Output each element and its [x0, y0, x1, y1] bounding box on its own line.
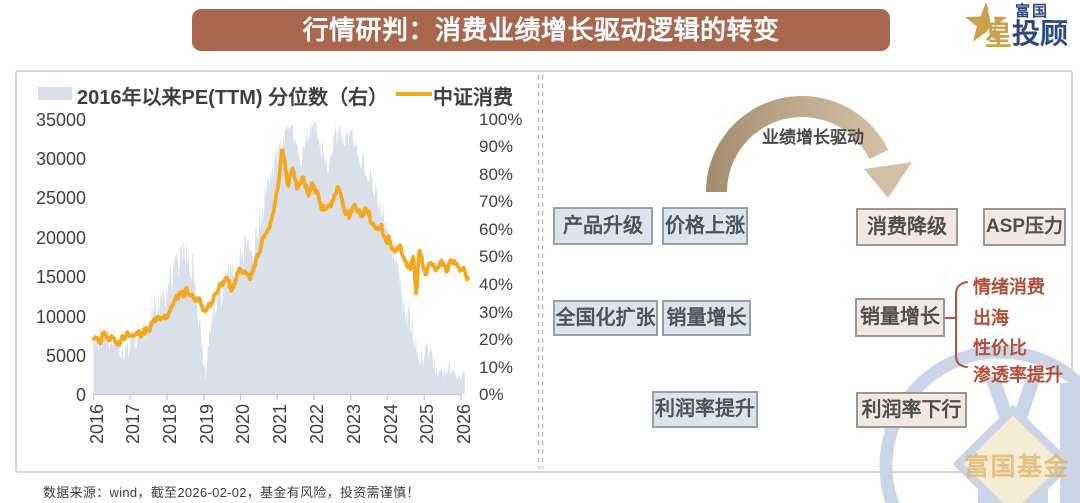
svg-text:投顾: 投顾	[1012, 18, 1068, 49]
svg-text:富国: 富国	[1015, 2, 1049, 20]
svg-text:星: 星	[985, 21, 1012, 51]
svg-text:富国基金: 富国基金	[964, 452, 1070, 481]
